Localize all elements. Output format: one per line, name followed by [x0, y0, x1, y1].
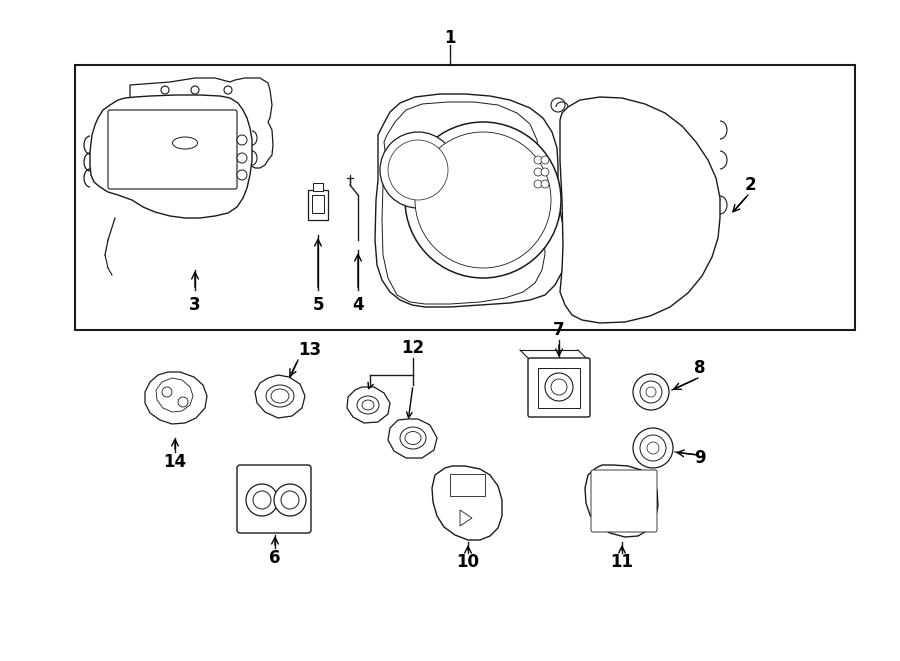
Text: 13: 13	[299, 341, 321, 359]
Bar	[538, 368, 580, 408]
Bar	[308, 190, 328, 220]
Ellipse shape	[271, 389, 289, 403]
Text: 4: 4	[352, 296, 364, 314]
Ellipse shape	[400, 427, 426, 449]
Circle shape	[237, 153, 247, 163]
Circle shape	[224, 86, 232, 94]
Circle shape	[380, 132, 456, 208]
Text: 5: 5	[312, 296, 324, 314]
Text: 3: 3	[189, 296, 201, 314]
Polygon shape	[432, 466, 502, 540]
FancyBboxPatch shape	[108, 110, 237, 189]
Polygon shape	[382, 102, 545, 304]
Text: 1: 1	[445, 29, 455, 47]
FancyBboxPatch shape	[237, 465, 311, 533]
Circle shape	[191, 86, 199, 94]
Text: 9: 9	[694, 449, 706, 467]
Polygon shape	[388, 419, 437, 458]
Polygon shape	[347, 387, 390, 423]
FancyBboxPatch shape	[528, 358, 590, 417]
Ellipse shape	[266, 385, 294, 407]
Bar	[313, 183, 323, 191]
Circle shape	[162, 387, 172, 397]
Circle shape	[541, 168, 549, 176]
Ellipse shape	[362, 400, 374, 410]
Ellipse shape	[357, 396, 379, 414]
Ellipse shape	[405, 432, 421, 444]
Text: 8: 8	[694, 359, 706, 377]
Text: 2: 2	[744, 176, 756, 194]
Circle shape	[388, 140, 448, 200]
Circle shape	[647, 442, 659, 454]
Text: 14: 14	[164, 453, 186, 471]
Circle shape	[405, 122, 561, 278]
Polygon shape	[130, 78, 273, 168]
Circle shape	[551, 379, 567, 395]
Polygon shape	[375, 94, 565, 307]
Text: 7: 7	[554, 321, 565, 339]
Text: 10: 10	[456, 553, 480, 571]
Circle shape	[415, 132, 551, 268]
Polygon shape	[156, 378, 193, 412]
Circle shape	[541, 180, 549, 188]
Circle shape	[534, 180, 542, 188]
Circle shape	[646, 387, 656, 397]
Polygon shape	[90, 95, 252, 218]
Circle shape	[161, 86, 169, 94]
Bar	[75, 65, 855, 330]
Circle shape	[541, 156, 549, 164]
Polygon shape	[460, 510, 472, 526]
Text: 6: 6	[269, 549, 281, 567]
Circle shape	[545, 373, 573, 401]
Circle shape	[633, 428, 673, 468]
FancyBboxPatch shape	[591, 470, 657, 532]
Circle shape	[281, 491, 299, 509]
Circle shape	[534, 156, 542, 164]
Circle shape	[237, 170, 247, 180]
Circle shape	[237, 135, 247, 145]
Circle shape	[640, 381, 662, 403]
Polygon shape	[585, 465, 658, 537]
Circle shape	[253, 491, 271, 509]
Circle shape	[274, 484, 306, 516]
Polygon shape	[145, 372, 207, 424]
Circle shape	[640, 435, 666, 461]
Circle shape	[178, 397, 188, 407]
Bar	[312, 195, 324, 213]
Circle shape	[633, 374, 669, 410]
Circle shape	[551, 98, 565, 112]
Polygon shape	[560, 97, 720, 323]
Polygon shape	[255, 375, 305, 418]
Bar	[450, 474, 485, 496]
Circle shape	[246, 484, 278, 516]
Text: 11: 11	[610, 553, 634, 571]
Ellipse shape	[173, 137, 197, 149]
Circle shape	[534, 168, 542, 176]
Text: 12: 12	[401, 339, 425, 357]
